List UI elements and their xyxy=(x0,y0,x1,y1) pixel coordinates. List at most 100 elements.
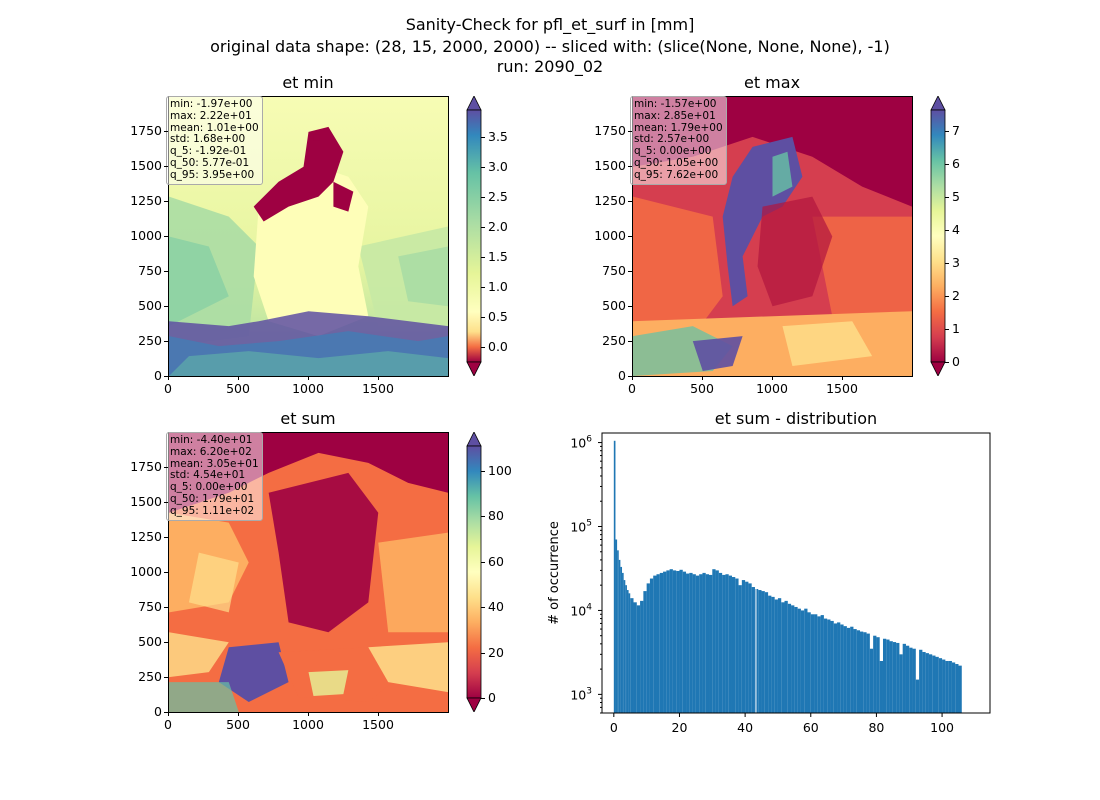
et-max-cbar-tick-mark xyxy=(945,362,949,363)
et-sum-map xyxy=(168,432,449,713)
hist-bar xyxy=(863,632,867,713)
et-sum-ytick-mark xyxy=(164,677,168,678)
hist-bar xyxy=(896,642,900,713)
hist-bar xyxy=(932,655,936,713)
et-sum-heatmap xyxy=(169,433,448,712)
hist-bar xyxy=(630,598,634,713)
hist-bar xyxy=(622,572,624,713)
et-min-cbar-tick-label: 0.0 xyxy=(488,339,508,354)
et-sum-ytick-label: 0 xyxy=(154,704,162,719)
hist-bar xyxy=(892,642,897,713)
et-max-stat-max: max: 2.85e+01 xyxy=(634,109,716,122)
et-max-xtick-label: 1500 xyxy=(826,381,858,396)
et-sum-ytick-mark xyxy=(164,572,168,573)
et-min-cbar-tick-mark xyxy=(481,287,485,288)
et-min-ytick-mark xyxy=(164,236,168,237)
hist-bar xyxy=(945,660,949,713)
et-sum-title: et sum xyxy=(280,409,336,428)
hist-ytick-label: 105 xyxy=(570,519,592,535)
et-max-ytick-mark xyxy=(628,201,632,202)
hist-bar xyxy=(689,572,693,713)
et-max-ytick-mark xyxy=(628,306,632,307)
hist-bar xyxy=(659,572,664,713)
et-sum-cbar-tick-mark xyxy=(481,516,485,518)
et-min-cbar-tick-mark xyxy=(481,257,485,258)
hist-bar xyxy=(928,654,933,713)
et-min-cbar-tick-mark xyxy=(481,137,485,138)
et-sum-ytick-label: 500 xyxy=(138,634,162,649)
et-min-ytick-mark xyxy=(164,131,168,132)
et-min-xtick-label: 500 xyxy=(226,381,250,396)
hist-bar xyxy=(672,570,677,713)
et-sum-cbar-tick-label: 40 xyxy=(488,599,504,615)
et-max-cbar-tick-mark xyxy=(945,130,949,132)
et-min-cbar-tick-mark xyxy=(481,227,485,228)
et-min-cbar-tick-mark xyxy=(481,347,485,348)
et-max-ytick-label: 1750 xyxy=(594,123,626,138)
et-min-ytick-label: 750 xyxy=(138,263,162,278)
et-sum-xtick-mark xyxy=(238,712,239,716)
hist-xtick-label: 80 xyxy=(868,720,884,735)
et-min-stats: min: -1.97e+00 max: 2.22e+01 mean: 1.01e… xyxy=(166,96,263,185)
hist-bar xyxy=(853,629,857,713)
hist-bar xyxy=(882,638,887,713)
hist-bar xyxy=(804,608,808,713)
et-max-ytick-mark xyxy=(628,236,632,237)
et-min-ytick-mark xyxy=(164,166,168,167)
et-max-cbar-tick-mark xyxy=(945,295,949,297)
et-sum-stat-q5: q_5: 0.00e+00 xyxy=(170,481,248,494)
hist-ytick-label: 103 xyxy=(570,686,592,702)
et-max-title: et max xyxy=(743,73,801,92)
hist-bar xyxy=(800,610,805,713)
et-min-cbar-tick-label: 3.0 xyxy=(488,159,508,174)
et-max-cbar-tick-label: 4 xyxy=(952,221,960,237)
hist-bar xyxy=(679,569,683,713)
hist-bar xyxy=(909,647,913,713)
hist-bar xyxy=(722,574,726,713)
et-max-cbar-tick-mark xyxy=(945,262,949,264)
et-min-ytick-mark xyxy=(164,271,168,272)
hist-bar xyxy=(712,569,716,713)
et-max-cbar-tick-mark xyxy=(945,229,949,231)
et-min-cbar-tick-label: 2.5 xyxy=(488,189,508,204)
hist-bar xyxy=(754,589,759,713)
et-sum-colorbar xyxy=(466,432,482,712)
et-sum-ytick-mark xyxy=(164,502,168,503)
et-min-cbar-tick-label: 3.5 xyxy=(488,129,508,144)
hist-bar xyxy=(709,574,713,713)
figure-title-line1: Sanity-Check for pfl_et_surf in [mm] xyxy=(405,15,695,34)
et-sum-cbar-tick-mark xyxy=(481,470,485,472)
hist-bar xyxy=(955,664,959,713)
et-min-cbar-tick-label: 0.5 xyxy=(488,309,508,324)
hist-bar xyxy=(725,574,729,713)
hist-bar xyxy=(866,633,870,713)
hist-bar xyxy=(623,580,626,713)
hist-frame xyxy=(601,432,991,714)
hist-bar xyxy=(748,583,752,713)
et-min-cbar-tick-mark xyxy=(481,167,485,168)
hist-bar xyxy=(919,649,923,713)
hist-bar xyxy=(771,596,775,713)
hist-bar xyxy=(820,615,824,713)
et-sum-stat-max: max: 6.20e+02 xyxy=(170,445,252,458)
hist-bar xyxy=(625,585,627,713)
hist-bar xyxy=(833,623,838,713)
hist-bar xyxy=(837,622,841,713)
et-min-ytick-label: 1000 xyxy=(130,228,162,243)
hist-bar xyxy=(768,595,772,713)
et-sum-xtick-label: 500 xyxy=(226,717,250,732)
hist-bar xyxy=(735,578,739,713)
et-max-cbar-tick-label: 0 xyxy=(952,354,960,369)
hist-bar xyxy=(643,591,647,713)
hist-bar xyxy=(951,662,956,713)
hist-ytick-label: 104 xyxy=(570,602,592,618)
et-max-cbar-tick-label: 5 xyxy=(952,188,960,204)
et-max-ytick-label: 1250 xyxy=(594,193,626,208)
et-max-ytick-label: 1500 xyxy=(594,158,626,173)
hist-bar xyxy=(886,639,890,713)
et-sum-ytick-label: 1500 xyxy=(130,494,162,509)
hist-bar xyxy=(636,605,641,713)
hist-bar xyxy=(617,550,619,713)
et-sum-cbar-tick-label: 100 xyxy=(488,462,512,478)
et-min-cbar-tick-mark xyxy=(481,197,485,198)
